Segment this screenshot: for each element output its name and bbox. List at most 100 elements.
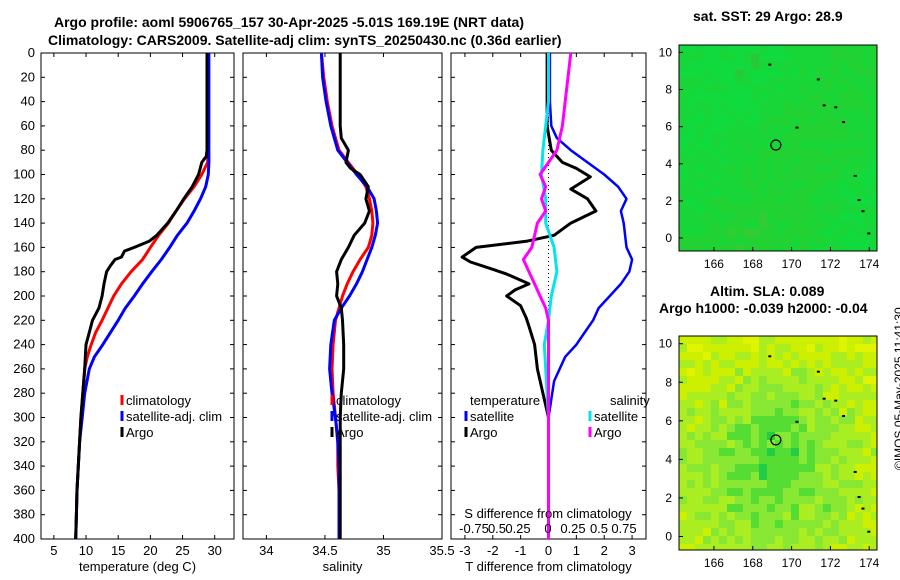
- map-cell: [711, 400, 719, 408]
- map-cell: [711, 528, 719, 536]
- map-cell: [695, 376, 703, 384]
- map-cell: [799, 392, 807, 400]
- map-cell: [711, 141, 719, 149]
- salinity-legend-label: satellite-adj. clim: [336, 409, 432, 424]
- map-cell: [727, 344, 735, 352]
- temperature-panel: [40, 52, 235, 540]
- map-cell: [807, 400, 815, 408]
- map-cell: [751, 197, 759, 205]
- map-cell: [847, 456, 855, 464]
- map-cell: [711, 157, 719, 165]
- map-cell: [783, 69, 791, 77]
- map-cell: [759, 205, 767, 213]
- map-cell: [807, 528, 815, 536]
- map-cell: [703, 384, 711, 392]
- map-cell: [767, 496, 775, 504]
- map-cell: [831, 221, 839, 229]
- map-cell: [863, 237, 871, 245]
- map-cell: [751, 336, 759, 344]
- map-cell: [807, 488, 815, 496]
- map-cell: [823, 205, 831, 213]
- map-cell: [735, 101, 743, 109]
- map-cell: [847, 197, 855, 205]
- map-cell: [847, 344, 855, 352]
- map-cell: [807, 173, 815, 181]
- map-cell: [871, 352, 877, 360]
- map-cell: [679, 544, 687, 550]
- map-cell: [727, 149, 735, 157]
- map-cell: [679, 336, 687, 344]
- sla_map-island: [768, 355, 772, 358]
- map-cell: [687, 45, 695, 53]
- map-cell: [855, 221, 863, 229]
- map-cell: [807, 456, 815, 464]
- map-cell: [767, 344, 775, 352]
- depth-tick-label: 220: [13, 312, 35, 327]
- sla_map-island: [867, 530, 871, 533]
- map-cell: [847, 149, 855, 157]
- depth-tick-label: 80: [21, 142, 35, 157]
- map-cell: [711, 456, 719, 464]
- map-cell: [799, 61, 807, 69]
- map-cell: [727, 384, 735, 392]
- map-cell: [791, 173, 799, 181]
- map-cell: [839, 344, 847, 352]
- map-cell: [863, 488, 871, 496]
- map-cell: [863, 400, 871, 408]
- sst_map-island: [867, 232, 871, 235]
- temperature-tick-label: 5: [50, 543, 57, 558]
- map-cell: [815, 424, 823, 432]
- map-cell: [863, 149, 871, 157]
- map-cell: [815, 245, 823, 251]
- map-cell: [759, 189, 767, 197]
- map-cell: [727, 85, 735, 93]
- depth-tick-label: 400: [13, 531, 35, 546]
- map-cell: [703, 197, 711, 205]
- map-cell: [839, 464, 847, 472]
- map-cell: [839, 77, 847, 85]
- map-cell: [839, 229, 847, 237]
- map-cell: [775, 416, 783, 424]
- map-cell: [751, 456, 759, 464]
- map-cell: [679, 392, 687, 400]
- map-cell: [807, 352, 815, 360]
- map-cell: [855, 392, 863, 400]
- map-cell: [695, 392, 703, 400]
- map-cell: [703, 229, 711, 237]
- map-cell: [855, 472, 863, 480]
- map-cell: [719, 480, 727, 488]
- map-cell: [735, 488, 743, 496]
- map-cell: [855, 165, 863, 173]
- map-cell: [863, 125, 871, 133]
- map-cell: [735, 165, 743, 173]
- map-cell: [719, 432, 727, 440]
- map-cell: [815, 528, 823, 536]
- map-cell: [679, 85, 687, 93]
- map-cell: [871, 173, 877, 181]
- map-cell: [799, 125, 807, 133]
- map-cell: [735, 133, 743, 141]
- map-cell: [719, 488, 727, 496]
- map-cell: [807, 464, 815, 472]
- map-cell: [687, 384, 695, 392]
- map-cell: [839, 360, 847, 368]
- map-cell: [735, 408, 743, 416]
- map-cell: [799, 336, 807, 344]
- map-cell: [783, 165, 791, 173]
- map-cell: [871, 464, 877, 472]
- map-cell: [807, 77, 815, 85]
- map-cell: [735, 376, 743, 384]
- map-cell: [815, 344, 823, 352]
- map-cell: [751, 392, 759, 400]
- map-cell: [767, 520, 775, 528]
- map-cell: [759, 432, 767, 440]
- map-cell: [783, 352, 791, 360]
- map-cell: [767, 165, 775, 173]
- map-cell: [703, 440, 711, 448]
- map-cell: [855, 125, 863, 133]
- depth-tick-label: 120: [13, 191, 35, 206]
- map-cell: [695, 368, 703, 376]
- map-cell: [695, 440, 703, 448]
- map-cell: [687, 181, 695, 189]
- map-cell: [703, 480, 711, 488]
